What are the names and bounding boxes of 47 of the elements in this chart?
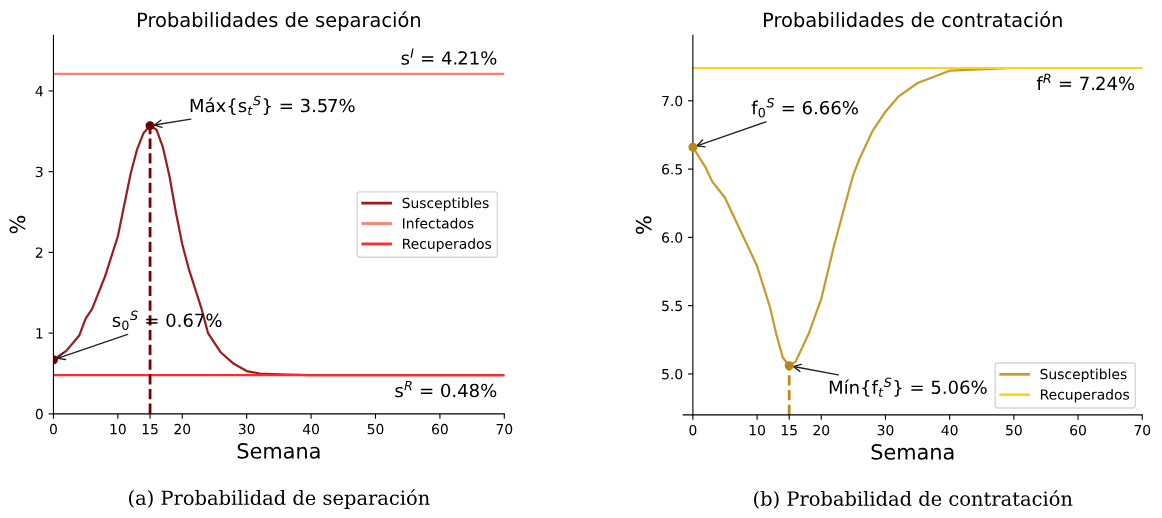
x-tick-label: 40 [941,424,958,436]
x-tick-label: 0 [49,423,57,435]
y-tick-label: 1 [36,328,43,339]
y-tick-label: 6.5 [662,164,682,175]
x-tick-label: 10 [110,423,126,435]
x-tick-label: 50 [367,423,384,435]
annotation: s$^{R}$ = 0.48% [395,380,497,398]
x-tick-label: 20 [174,423,191,435]
annotation: s$^{I}$ = 4.21% [401,48,497,65]
y-tick-label: 6.0 [662,232,683,243]
x-tick-label: 50 [1006,424,1022,436]
legend-label: Susceptibles [1040,368,1127,383]
y-tick-label: 5.5 [662,300,682,312]
annotation: Mín{f$_{t}$$^{S}$} = 5.06% [829,377,987,397]
legend-label: Recuperados [1040,388,1130,403]
chart-title: Probabilidades de contratación [764,11,1062,28]
x-tick-label: 60 [1070,424,1086,436]
x-axis-title: Semana [871,444,954,460]
x-tick-label: 15 [781,425,797,436]
x-tick-label: 60 [432,423,448,435]
x-axis-title: Semana [237,442,320,459]
y-tick-label: 2 [35,247,43,258]
y-tick-label: 0 [35,408,43,420]
y-axis-title: % [9,215,26,234]
x-tick-label: 20 [813,424,830,436]
x-tick-label: 30 [238,423,255,435]
x-tick-label: 15 [142,424,158,435]
x-tick-label: 70 [1134,424,1151,436]
text: (a) Probabilidad de separación [129,489,430,509]
y-tick-label: 5.0 [662,368,683,380]
annotation: f$_{0}$$^{S}$ = 6.66% [751,97,858,118]
legend-label: Susceptibles [402,197,489,211]
x-tick-label: 40 [302,423,319,435]
x-tick-label: 30 [877,424,894,436]
x-tick-label: 70 [496,423,513,435]
text: (b) Probabilidad de contratación [754,490,1073,509]
legend-label: Recuperados [403,238,492,252]
annotation: f$^{R}$ = 7.24% [1036,73,1135,91]
y-tick-label: 3 [35,166,43,178]
chart-title: Probabilidades de separación [137,11,421,31]
y-axis-title: % [635,216,652,234]
annotation: Máx{s$_{t}$$^{S}$} = 3.57% [190,95,355,116]
legend-label: Infectados [403,217,474,229]
y-tick-label: 7.0 [662,95,683,107]
x-tick-label: 10 [749,424,765,436]
y-tick-label: 4 [35,86,43,97]
x-tick-label: 0 [689,424,697,436]
